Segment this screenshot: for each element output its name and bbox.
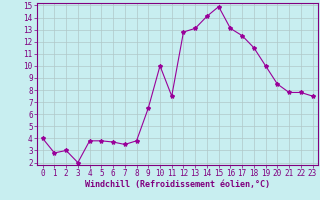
X-axis label: Windchill (Refroidissement éolien,°C): Windchill (Refroidissement éolien,°C) xyxy=(85,180,270,189)
